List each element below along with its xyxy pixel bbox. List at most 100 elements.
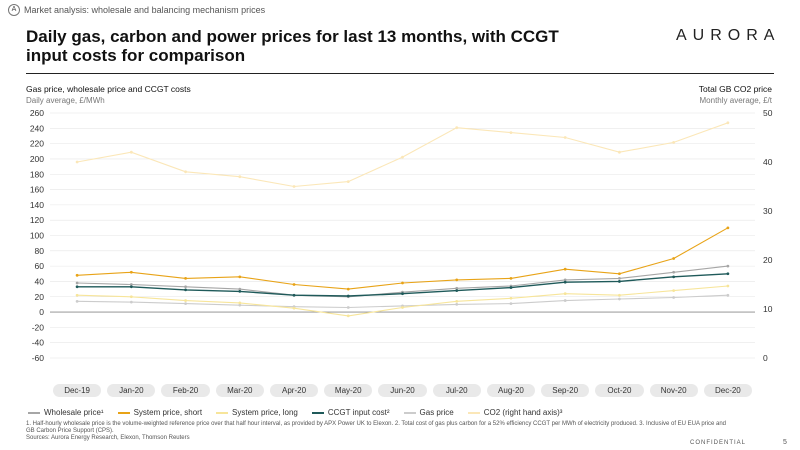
data-point — [455, 299, 459, 303]
data-point — [563, 267, 567, 271]
data-point — [129, 295, 133, 299]
month-tick-label: Aug-20 — [486, 384, 536, 397]
legend-item: System price, short — [117, 408, 203, 417]
legend-item: System price, long — [216, 408, 298, 417]
data-point — [292, 185, 296, 188]
right-axis-title: Total GB CO2 price — [698, 84, 772, 94]
footnote-text: 1. Half-hourly wholesale price is the vo… — [26, 421, 727, 434]
legend-item: Wholesale price¹ — [28, 408, 104, 417]
left-axis-tick-label: 240 — [30, 123, 44, 133]
data-point — [238, 289, 242, 293]
title-rule — [26, 73, 774, 74]
data-point — [292, 306, 296, 310]
data-point — [75, 273, 79, 277]
legend-swatch — [467, 411, 480, 414]
left-axis-tick-label: 180 — [30, 169, 44, 179]
data-point — [292, 293, 296, 297]
aurora-logo: AURORA — [676, 27, 780, 45]
right-axis-tick-label: 40 — [763, 157, 773, 167]
data-point — [401, 292, 404, 296]
left-axis-tick-label: 80 — [35, 246, 45, 256]
legend-label: CO2 (right hand axis)³ — [483, 408, 563, 417]
data-point — [563, 136, 567, 139]
data-point — [509, 296, 513, 300]
data-point — [672, 275, 676, 279]
legend-item: CCGT input cost² — [311, 408, 390, 417]
legend-label: Wholesale price¹ — [44, 408, 104, 417]
data-point — [726, 272, 730, 276]
data-point — [238, 287, 242, 291]
month-tick-label: Dec-20 — [703, 384, 752, 397]
data-point — [726, 121, 730, 125]
data-point — [672, 270, 676, 274]
footnote: 1. Half-hourly wholesale price is the vo… — [26, 421, 726, 442]
logo-text: AURORA — [676, 27, 781, 44]
legend-label: System price, long — [232, 408, 298, 417]
data-point — [129, 300, 133, 304]
left-axis-tick-label: 0 — [39, 307, 44, 317]
data-point — [75, 281, 79, 285]
month-tick-label: Feb-20 — [161, 384, 210, 397]
data-point — [238, 301, 242, 305]
data-point — [563, 280, 567, 284]
data-point — [618, 272, 621, 276]
left-axis-tick-label: 140 — [30, 200, 44, 210]
data-point — [184, 299, 187, 302]
legend-swatch — [28, 411, 40, 414]
month-tick-label: Apr-20 — [269, 384, 319, 397]
right-axis-tick-label: 10 — [763, 304, 773, 314]
left-axis-tick-label: 40 — [35, 276, 45, 286]
left-axis-tick-label: 60 — [35, 261, 45, 271]
data-point — [618, 293, 621, 297]
data-point — [509, 286, 513, 289]
legend-item: CO2 (right hand axis)³ — [467, 408, 563, 417]
month-tick-label: Jun-20 — [378, 384, 427, 397]
right-axis-subtitle: Monthly average, £/t — [699, 96, 772, 105]
series-lines — [75, 121, 730, 318]
data-point — [509, 276, 513, 280]
confidential-label: CONFIDENTIAL — [690, 440, 747, 446]
left-axis-tick-label: -40 — [32, 338, 45, 348]
data-point — [563, 278, 567, 282]
data-point — [346, 180, 350, 184]
sources-text: Sources: Aurora Energy Research, Elexon,… — [26, 435, 190, 441]
data-point — [129, 285, 133, 289]
right-axis-tick-label: 50 — [763, 108, 773, 118]
data-point — [455, 303, 459, 306]
data-point — [346, 314, 350, 318]
data-point — [238, 175, 242, 179]
month-tick-label: Dec-19 — [53, 384, 102, 397]
data-point — [455, 278, 459, 282]
data-point — [618, 150, 621, 154]
left-axis-tick-label: 220 — [30, 139, 44, 149]
left-axis-subtitle: Daily average, £/MWh — [26, 96, 105, 105]
data-point — [726, 293, 730, 297]
legend-label: System price, short — [133, 408, 203, 417]
data-point — [455, 286, 459, 290]
left-axis-tick-label: 160 — [30, 185, 44, 195]
data-point — [563, 299, 567, 302]
data-point — [455, 126, 459, 130]
legend-label: CCGT input cost² — [327, 408, 390, 417]
data-point — [184, 170, 187, 174]
left-axis-ticks: -60 -40 -20 0 20 40 60 80 100 120 140 160 180 200 220 2… — [30, 108, 44, 363]
data-point — [238, 303, 242, 307]
legend-swatch — [216, 411, 229, 414]
section-label: A Market analysis: wholesale and balanci… — [8, 4, 265, 16]
month-tick-label: Nov-20 — [649, 384, 698, 397]
data-point — [455, 289, 459, 293]
legend-item: Gas price — [403, 408, 454, 417]
data-point — [129, 150, 133, 154]
right-axis-tick-label: 0 — [763, 353, 768, 363]
data-point — [401, 155, 404, 159]
legend-swatch — [311, 411, 324, 414]
month-tick-label: Jul-20 — [432, 384, 481, 397]
data-point — [509, 302, 513, 306]
data-point — [346, 287, 350, 291]
right-axis-ticks: 0 10 20 30 40 50 — [763, 108, 773, 363]
data-point — [672, 289, 676, 293]
data-point — [129, 283, 133, 286]
data-point — [184, 285, 187, 289]
data-point — [672, 141, 676, 144]
